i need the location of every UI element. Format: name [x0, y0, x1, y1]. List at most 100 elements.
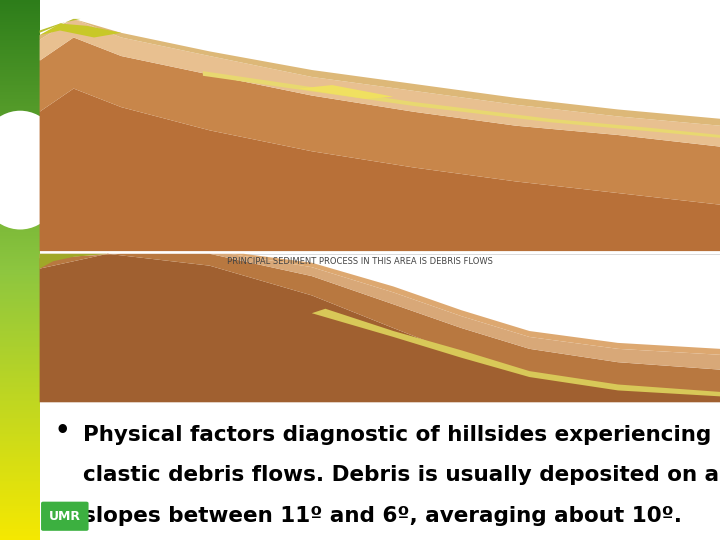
Bar — [0, 502, 40, 504]
Bar — [0, 120, 40, 123]
Bar — [0, 254, 40, 255]
Bar — [0, 49, 40, 50]
Bar — [0, 274, 40, 275]
Bar — [0, 119, 40, 120]
Bar — [0, 538, 40, 540]
Bar — [0, 272, 40, 274]
Bar — [0, 212, 40, 214]
Bar — [0, 356, 40, 358]
Bar — [0, 144, 40, 146]
Bar — [0, 336, 40, 339]
Bar — [0, 495, 40, 497]
Bar — [0, 412, 40, 414]
Bar — [0, 265, 40, 266]
Bar — [0, 376, 40, 378]
Polygon shape — [40, 24, 121, 37]
Bar — [0, 459, 40, 461]
Bar — [0, 328, 40, 329]
Bar — [0, 200, 40, 201]
Bar — [0, 90, 40, 92]
Bar — [0, 441, 40, 443]
Bar — [0, 430, 40, 432]
Bar — [0, 0, 40, 2]
Bar — [0, 25, 40, 27]
Bar — [0, 417, 40, 420]
Bar — [0, 211, 40, 212]
Bar — [0, 31, 40, 32]
Bar — [0, 403, 40, 405]
Bar — [0, 378, 40, 380]
Bar — [0, 174, 40, 177]
Bar — [0, 501, 40, 502]
Bar — [0, 225, 40, 227]
Bar — [0, 182, 40, 184]
Bar — [0, 416, 40, 417]
Bar — [0, 243, 40, 245]
Bar — [0, 81, 40, 83]
Bar — [0, 346, 40, 347]
Bar — [0, 218, 40, 220]
Bar — [0, 486, 40, 488]
Bar — [0, 266, 40, 268]
Bar — [0, 252, 40, 254]
Bar — [0, 201, 40, 204]
Bar — [0, 315, 40, 317]
Bar — [0, 140, 40, 142]
Bar — [0, 324, 40, 326]
Text: •: • — [54, 418, 70, 443]
Bar — [0, 216, 40, 218]
Bar — [0, 400, 40, 401]
Bar — [0, 189, 40, 191]
Bar — [0, 214, 40, 216]
Bar — [0, 7, 40, 9]
Bar — [0, 239, 40, 241]
Bar — [0, 157, 40, 158]
Bar — [0, 130, 40, 131]
Bar — [0, 405, 40, 407]
Bar — [0, 128, 40, 130]
Bar — [0, 261, 40, 263]
Bar — [0, 536, 40, 538]
Bar — [0, 234, 40, 236]
Bar — [0, 52, 40, 54]
Bar — [0, 232, 40, 234]
Bar — [0, 115, 40, 117]
Bar — [0, 390, 40, 393]
Bar — [0, 344, 40, 346]
Bar — [0, 96, 40, 97]
Bar — [0, 387, 40, 389]
Bar — [0, 70, 40, 72]
Bar — [0, 236, 40, 238]
Bar — [0, 428, 40, 430]
Bar — [0, 437, 40, 439]
Bar — [0, 524, 40, 525]
Bar — [0, 304, 40, 306]
Bar — [0, 198, 40, 200]
FancyBboxPatch shape — [41, 502, 89, 531]
Bar — [0, 443, 40, 444]
Bar — [0, 515, 40, 517]
Bar — [0, 409, 40, 410]
Text: Physical factors diagnostic of hillsides experiencing: Physical factors diagnostic of hillsides… — [83, 424, 711, 445]
Bar — [0, 380, 40, 382]
Bar — [0, 367, 40, 369]
Bar — [0, 164, 40, 166]
Bar — [0, 223, 40, 225]
Bar — [0, 238, 40, 239]
Bar — [0, 92, 40, 93]
Bar — [0, 15, 40, 16]
Bar — [0, 319, 40, 320]
Bar — [0, 61, 40, 63]
Bar — [0, 444, 40, 447]
Bar — [0, 5, 40, 7]
Bar — [0, 47, 40, 49]
Bar — [0, 103, 40, 104]
Bar — [0, 447, 40, 448]
Bar — [0, 207, 40, 209]
Bar — [0, 455, 40, 457]
Bar — [0, 99, 40, 101]
Bar — [0, 101, 40, 103]
Bar — [0, 97, 40, 99]
Bar — [0, 466, 40, 468]
Bar — [0, 196, 40, 198]
